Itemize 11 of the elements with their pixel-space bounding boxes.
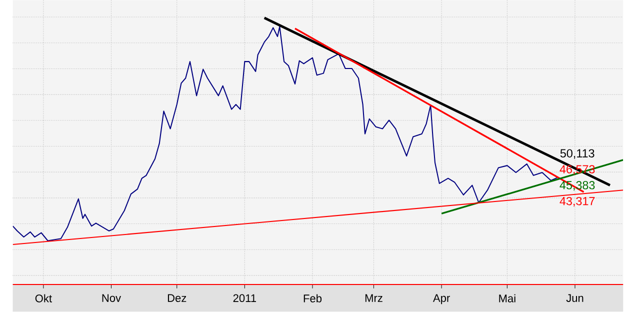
x-tick-label: Dez bbox=[168, 294, 186, 302]
x-tick-label: Jun bbox=[566, 294, 584, 302]
x-tick-label: Apr bbox=[432, 294, 450, 304]
x-tick-label: Mai bbox=[499, 294, 516, 302]
x-tick-label: Mrz bbox=[365, 294, 382, 302]
annotation: 50,113 bbox=[560, 149, 594, 159]
x-tick-label: Nov bbox=[102, 294, 122, 302]
x-tick-label: Feb bbox=[304, 294, 322, 302]
x-tick-label: Okt bbox=[35, 294, 52, 302]
annotation: 43,317 bbox=[560, 197, 595, 207]
x-tick-label: 2011 bbox=[233, 294, 256, 302]
